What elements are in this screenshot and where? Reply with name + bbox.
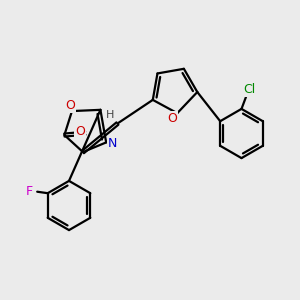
Text: H: H — [106, 110, 114, 120]
Text: F: F — [26, 185, 33, 198]
Text: O: O — [167, 112, 177, 125]
Text: O: O — [75, 125, 85, 138]
Text: Cl: Cl — [243, 83, 255, 96]
Text: O: O — [65, 99, 75, 112]
Text: N: N — [108, 136, 118, 149]
